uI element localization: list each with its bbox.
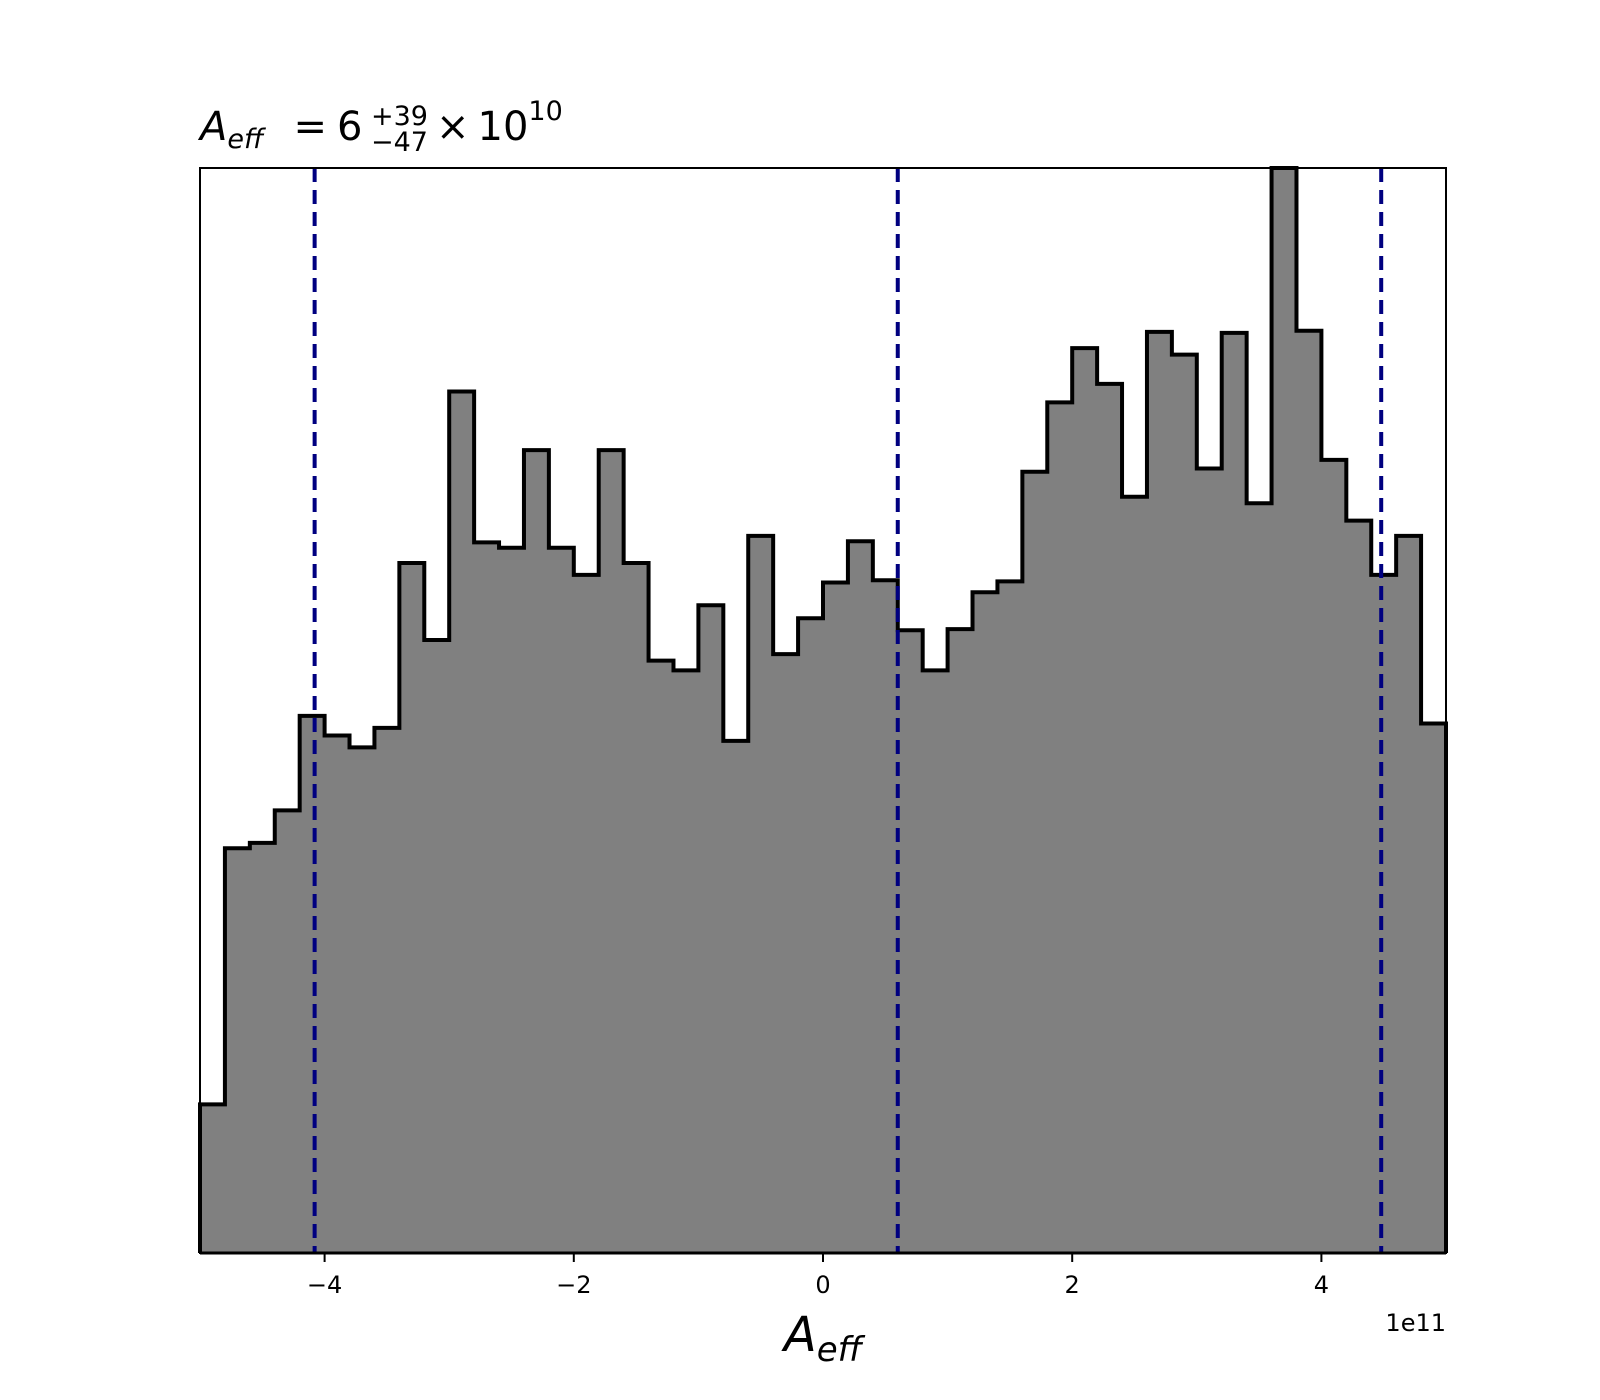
title-symbol-sub: eff — [227, 124, 266, 155]
title-minus-err: −47 — [371, 127, 428, 158]
x-offset-text: 1e11 — [1385, 1309, 1446, 1337]
title-symbol: A — [197, 104, 227, 150]
histogram-bar — [499, 547, 525, 1253]
histogram-bar — [299, 715, 326, 1253]
histogram-bar — [673, 670, 699, 1253]
histogram-bar — [200, 1104, 226, 1253]
histogram-bar — [623, 562, 650, 1253]
histogram-bar — [823, 582, 849, 1253]
x-tick-label: −2 — [556, 1271, 591, 1299]
x-tick-label: 4 — [1314, 1271, 1329, 1299]
histogram-bar — [1371, 574, 1397, 1253]
histogram-bar — [349, 747, 376, 1253]
histogram-bar — [1271, 168, 1298, 1253]
histogram-bar — [474, 542, 500, 1253]
histogram-bar — [1171, 354, 1198, 1253]
chart-title: Aeff = 6 — [197, 104, 362, 155]
histogram-bar — [773, 654, 799, 1253]
histogram-bar — [1246, 503, 1273, 1253]
histogram-bar — [847, 541, 874, 1253]
title-exponent: 10 — [528, 96, 562, 127]
histogram-bar — [399, 562, 425, 1253]
histogram-bar — [1421, 723, 1447, 1253]
quantile-lines — [312, 168, 1384, 1253]
histogram-bar — [798, 618, 824, 1253]
xlabel-symbol: A — [781, 1307, 817, 1363]
x-axis-label: Aeff — [781, 1307, 866, 1370]
title-mantissa: 6 — [337, 104, 362, 150]
x-tick-label: 2 — [1065, 1271, 1080, 1299]
histogram-outline — [198, 166, 1448, 1253]
histogram-bar — [947, 629, 974, 1253]
histogram-bar — [598, 450, 625, 1254]
histogram-bar — [374, 727, 400, 1253]
histogram-bar — [224, 848, 251, 1253]
histogram-bar — [922, 670, 949, 1253]
histogram-bar — [1346, 520, 1372, 1253]
title-base: 10 — [478, 104, 529, 150]
xlabel-sub: eff — [817, 1330, 866, 1370]
histogram-bar — [897, 630, 924, 1253]
histogram-bar — [449, 391, 475, 1253]
histogram-bar — [573, 574, 600, 1253]
histogram-bar — [1396, 535, 1422, 1253]
histogram-bar — [748, 535, 774, 1253]
histogram-bar — [424, 639, 450, 1253]
title-times: × — [436, 104, 470, 150]
x-axis-ticks: −4 −2 0 2 4 — [307, 1253, 1329, 1299]
title-power: × 1010 — [436, 96, 563, 150]
histogram-bar — [1296, 330, 1322, 1253]
histogram-bars — [200, 168, 1447, 1254]
title-plus-err: +39 — [371, 101, 428, 132]
histogram-bar — [723, 740, 749, 1253]
histogram-bar — [274, 810, 301, 1253]
histogram-bar — [1047, 402, 1073, 1253]
x-tick-label: 0 — [815, 1271, 830, 1299]
title-equals: = — [293, 104, 327, 150]
histogram-bar — [1221, 332, 1248, 1253]
histogram-bar — [648, 660, 675, 1253]
histogram-bar — [1022, 471, 1048, 1253]
histogram-bar — [548, 547, 575, 1253]
histogram-bar — [249, 842, 276, 1253]
histogram-bar — [1097, 383, 1123, 1253]
histogram-bar — [872, 580, 899, 1253]
histogram-bar — [698, 605, 724, 1253]
histogram-bar — [972, 592, 999, 1253]
histogram-bar — [1146, 331, 1173, 1254]
x-tick-label: −4 — [307, 1271, 342, 1299]
histogram-bar — [523, 450, 550, 1254]
histogram-bar — [997, 581, 1023, 1253]
histogram-bar — [1122, 496, 1148, 1253]
histogram-bar — [1072, 348, 1098, 1253]
histogram-bar — [1321, 459, 1347, 1253]
histogram-bar — [324, 735, 351, 1253]
histogram-bar — [1196, 468, 1223, 1253]
